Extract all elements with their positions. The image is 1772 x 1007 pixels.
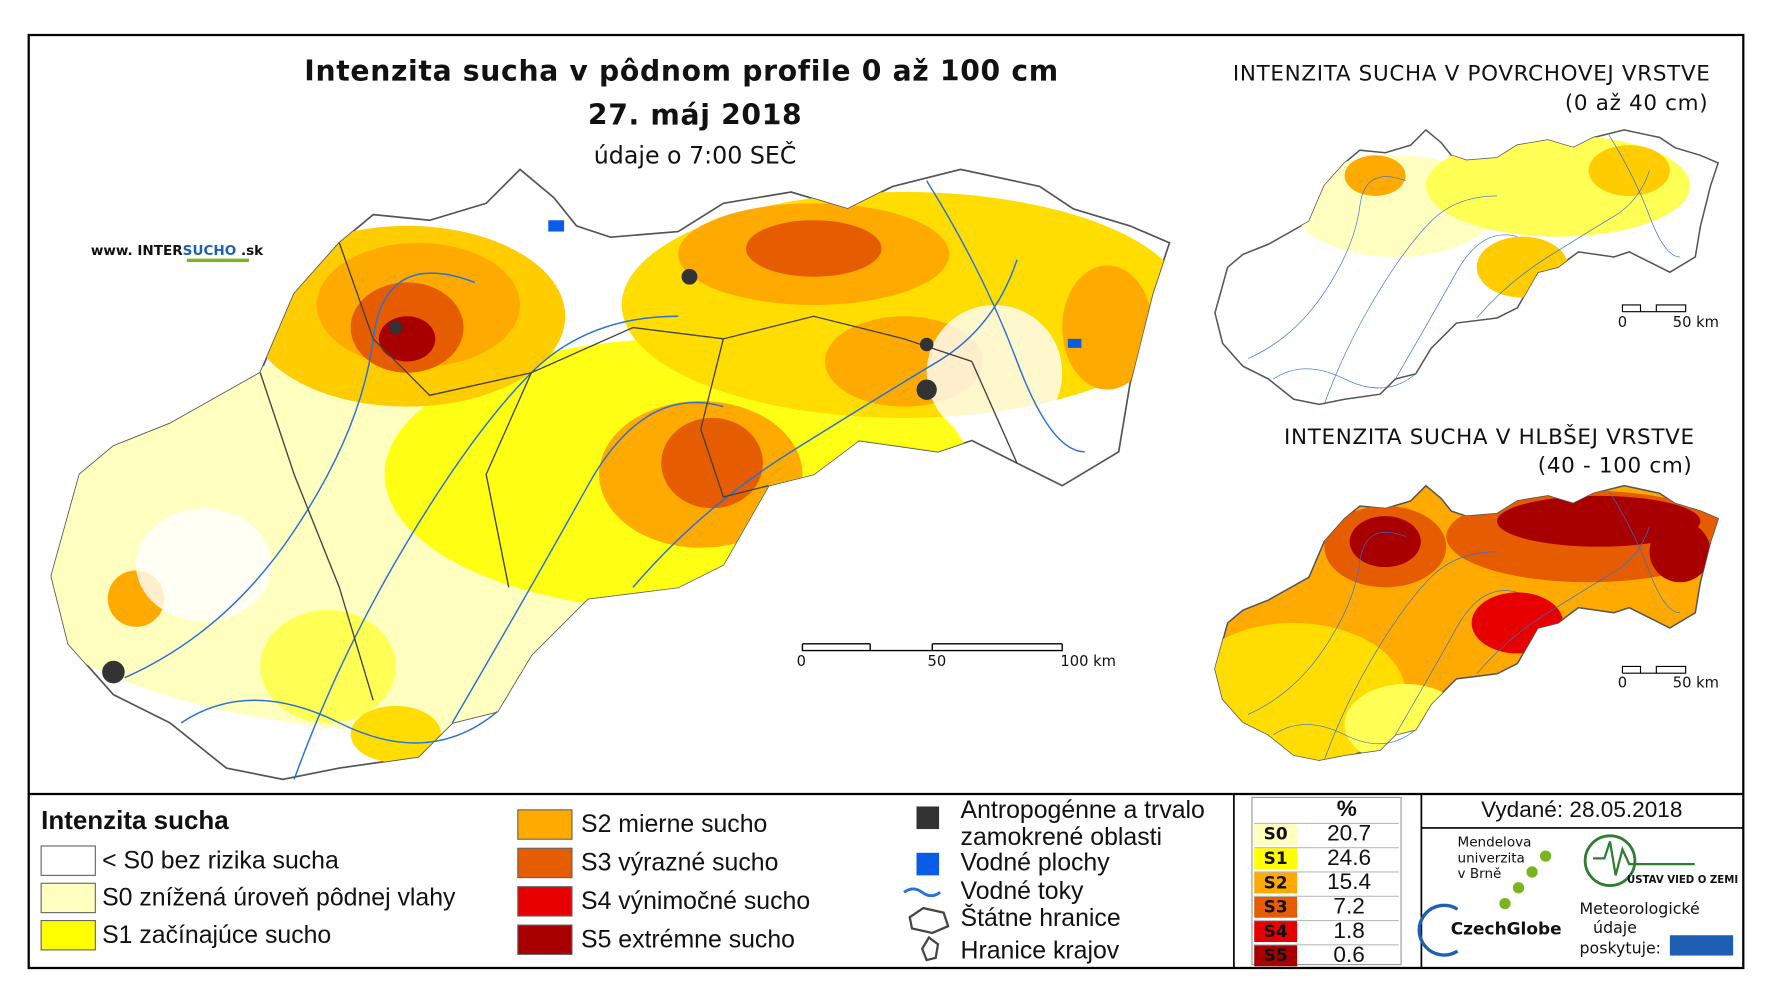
table-code-cell bbox=[1254, 944, 1298, 967]
layer-symbol bbox=[903, 887, 942, 898]
legend-swatch bbox=[517, 886, 573, 917]
map-date: 27. máj 2018 bbox=[588, 98, 802, 131]
layer-label: Hranice krajov bbox=[961, 938, 1120, 965]
table-code: S3 bbox=[1264, 897, 1288, 917]
table-percent: 20.7 bbox=[1327, 821, 1371, 846]
mendel-logo-text: univerzita bbox=[1458, 850, 1525, 866]
scale-label: 100 km bbox=[1060, 653, 1115, 670]
legend-label: S5 extrémne sucho bbox=[581, 926, 795, 953]
table-code: S2 bbox=[1264, 872, 1288, 892]
scale-label: 0 bbox=[797, 653, 806, 670]
shmu-logo bbox=[1669, 935, 1734, 956]
legend-label: S4 výnimočné sucho bbox=[581, 888, 810, 915]
layer-label: Štátne hranice bbox=[961, 904, 1121, 932]
map-data-time: údaje o 7:00 SEČ bbox=[594, 142, 797, 170]
layer-label: Vodné plochy bbox=[961, 850, 1111, 877]
table-code-cell bbox=[1254, 823, 1298, 845]
scale-label: 50 bbox=[927, 653, 946, 670]
table-percent: 15.4 bbox=[1327, 869, 1371, 894]
table-code: S0 bbox=[1264, 824, 1288, 844]
legend-swatch bbox=[517, 809, 573, 840]
website-highlight: SUCHO bbox=[183, 243, 237, 259]
inset-surface-map bbox=[1214, 129, 1719, 406]
layer-symbol bbox=[920, 935, 940, 962]
table-percent: 1.8 bbox=[1333, 918, 1364, 943]
layer-symbol bbox=[908, 906, 950, 935]
mendel-logo-text: Mendelova bbox=[1458, 835, 1532, 851]
scale-bar-main bbox=[801, 643, 1063, 652]
website-suffix: .sk bbox=[236, 243, 264, 259]
shmu-note: Meteorologické bbox=[1580, 899, 1700, 918]
scale-bar-surface bbox=[1621, 304, 1687, 313]
legend-swatch bbox=[517, 924, 573, 955]
legend-label: < S0 bez rizika sucha bbox=[102, 847, 339, 874]
stats-table: % S0 20.7 S1 24.6 S2 15.4 S3 7.2 S4 1.8 S5 0.6 bbox=[1251, 796, 1402, 967]
legend-label: S1 začínajúce sucho bbox=[102, 922, 331, 949]
website-prefix: www. INTER bbox=[91, 243, 183, 259]
issued-date: Vydané: 28.05.2018 bbox=[1481, 797, 1682, 822]
scale-label: 0 bbox=[1618, 674, 1627, 691]
layer-label: Vodné toky bbox=[961, 878, 1084, 905]
inset-surface-title: INTENZITA SUCHA V POVRCHOVEJ VRSTVE bbox=[1233, 62, 1711, 87]
table-code-cell bbox=[1254, 847, 1298, 870]
legend-swatch bbox=[40, 882, 96, 914]
layer-label: Antropogénne a trvalo zamokrené oblasti bbox=[961, 797, 1205, 851]
logos: Mendelova univerzita v Brně CzechGlobe Ú… bbox=[1417, 834, 1738, 957]
legend-title: Intenzita sucha bbox=[41, 805, 229, 835]
ustav-logo: ÚSTAV VIED O ZEMI bbox=[1627, 873, 1738, 886]
table-header: % bbox=[1337, 796, 1357, 821]
website-underline bbox=[186, 258, 249, 263]
inset-deep-subtitle: (40 - 100 cm) bbox=[1538, 453, 1693, 478]
table-code: S5 bbox=[1264, 945, 1288, 965]
legend-label: S3 výrazné sucho bbox=[581, 850, 778, 877]
inset-surface-subtitle: (0 až 40 cm) bbox=[1565, 91, 1708, 116]
shmu-note: údaje bbox=[1593, 918, 1637, 937]
legend: < S0 bez rizika sucha S0 znížená úroveň p… bbox=[40, 809, 810, 955]
legend-label: S2 mierne sucho bbox=[581, 811, 767, 838]
mendel-logo-text: v Brně bbox=[1458, 866, 1502, 882]
table-percent: 24.6 bbox=[1327, 845, 1371, 870]
legend-swatch bbox=[40, 919, 96, 951]
legend-swatch bbox=[40, 845, 96, 876]
website: www. INTERSUCHO .sk bbox=[91, 243, 264, 259]
scale-bar-deep bbox=[1621, 665, 1687, 674]
legend-swatch bbox=[517, 847, 573, 879]
map-title: Intenzita sucha v pôdnom profile 0 až 10… bbox=[304, 54, 1059, 87]
table-percent: 7.2 bbox=[1333, 894, 1364, 919]
layer-legend: Antropogénne a trvalo zamokrené oblastiVo… bbox=[903, 797, 1205, 965]
scale-label: 50 km bbox=[1673, 314, 1719, 331]
table-code-cell bbox=[1254, 920, 1298, 943]
czechglobe-logo: CzechGlobe bbox=[1451, 919, 1562, 939]
table-code-cell bbox=[1254, 896, 1298, 918]
table-code: S1 bbox=[1264, 848, 1288, 868]
layer-symbol bbox=[916, 806, 940, 830]
table-percent: 0.6 bbox=[1333, 942, 1364, 967]
legend-label: S0 znížená úroveň pôdnej vlahy bbox=[102, 885, 456, 912]
layer-symbol bbox=[916, 852, 940, 876]
table-code: S4 bbox=[1264, 921, 1288, 941]
scale-label: 0 bbox=[1618, 314, 1627, 331]
table-code-cell bbox=[1254, 871, 1298, 894]
scale-label: 50 km bbox=[1673, 674, 1719, 691]
shmu-note: poskytuje: bbox=[1580, 938, 1662, 957]
inset-deep-title: INTENZITA SUCHA V HLBŠEJ VRSTVE bbox=[1284, 424, 1695, 450]
